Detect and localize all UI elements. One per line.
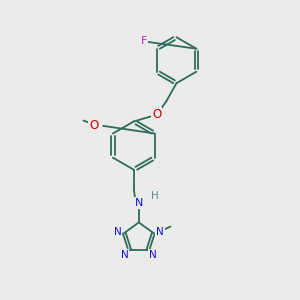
Text: N: N xyxy=(135,198,143,208)
Text: N: N xyxy=(149,250,157,260)
Text: N: N xyxy=(156,226,164,236)
Text: H: H xyxy=(151,190,159,201)
Text: F: F xyxy=(141,36,147,46)
Text: N: N xyxy=(114,226,122,236)
Text: O: O xyxy=(152,108,161,121)
Text: O: O xyxy=(89,119,98,132)
Text: N: N xyxy=(121,250,128,260)
